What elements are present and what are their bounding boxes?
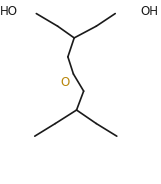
Text: HO: HO <box>0 5 17 18</box>
Text: O: O <box>60 76 69 89</box>
Text: OH: OH <box>140 5 158 18</box>
